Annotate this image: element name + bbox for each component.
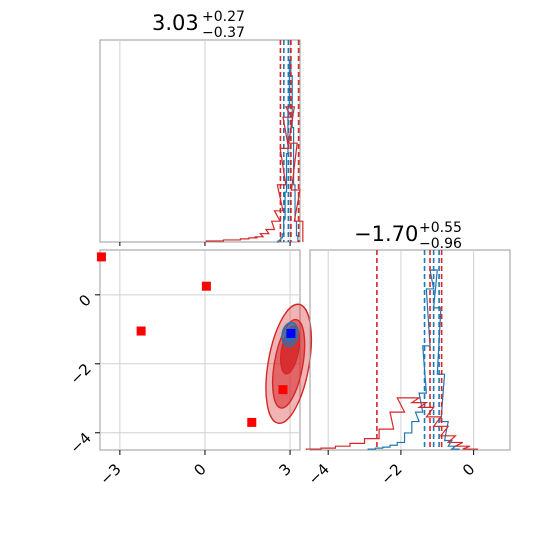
- title-top-left-plus: +0.27: [202, 9, 245, 25]
- histogram-series-1: [205, 106, 304, 242]
- panel-bottom-right-plot: [305, 250, 478, 450]
- tick-label-y-1: −2: [66, 360, 94, 388]
- panel-bottom-left: −3 0 3 −4 −2 0: [66, 242, 313, 488]
- title-top-left-minus: −0.37: [202, 25, 245, 41]
- scatter-point-1: [136, 326, 146, 336]
- title-bottom-right-value: −1.70: [354, 222, 418, 246]
- scatter-point-3: [278, 385, 288, 395]
- tick-label-x-2: 0: [459, 460, 478, 479]
- title-top-left: 3.03: [152, 11, 199, 35]
- tick-label-x-1: 0: [190, 460, 209, 479]
- panel-top-left-frame: [99, 39, 301, 243]
- title-bottom-right-plus: +0.55: [419, 220, 462, 236]
- histogram-series-0: [367, 269, 460, 450]
- panel-top-left-plot: [119, 40, 304, 243]
- panel-bottom-right: −1.70 +0.55 −0.96 −4 −2 0: [305, 220, 511, 488]
- scatter-point-5: [286, 328, 296, 338]
- panel-top-left: 3.03 +0.27 −0.37: [99, 9, 304, 243]
- tick-label-x-2: 3: [275, 460, 294, 479]
- title-bottom-right: −1.70: [354, 222, 418, 246]
- panel-bottom-left-ticks: −3 0 3 −4 −2 0: [66, 242, 295, 488]
- panel-bottom-right-frame: [309, 249, 511, 451]
- panel-bottom-left-plot: [96, 250, 313, 450]
- tick-label-x-0: −3: [96, 460, 124, 488]
- histogram-series-1: [305, 397, 478, 450]
- scatter-point-0: [201, 281, 211, 291]
- scatter-point-4: [247, 417, 257, 427]
- tick-label-x-1: −2: [377, 460, 405, 488]
- title-top-left-value: 3.03: [152, 11, 199, 35]
- tick-label-y-2: 0: [75, 291, 94, 310]
- tick-label-x-0: −4: [305, 460, 333, 488]
- tick-label-y-0: −4: [66, 429, 94, 457]
- title-bottom-right-minus: −0.96: [419, 236, 462, 252]
- panel-bottom-right-ticks: −4 −2 0: [305, 450, 478, 488]
- scatter-point-2: [96, 252, 106, 262]
